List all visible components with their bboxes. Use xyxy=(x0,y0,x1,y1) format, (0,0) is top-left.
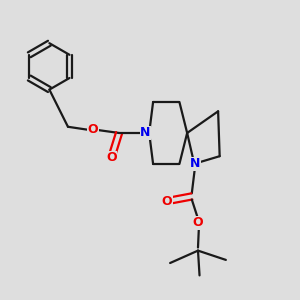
Text: O: O xyxy=(193,216,203,229)
Text: N: N xyxy=(140,127,151,140)
Text: O: O xyxy=(106,151,117,164)
Text: O: O xyxy=(162,195,172,208)
Text: O: O xyxy=(87,123,98,136)
Text: N: N xyxy=(190,158,200,170)
